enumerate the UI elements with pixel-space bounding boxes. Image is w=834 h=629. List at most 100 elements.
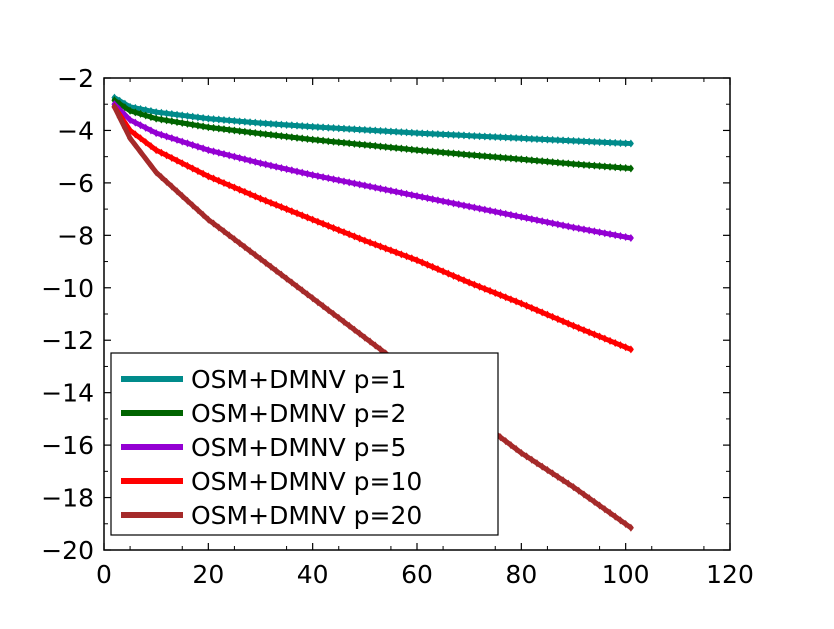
data-point [158, 115, 165, 124]
data-point [236, 127, 243, 136]
data-point [314, 217, 321, 226]
data-point [580, 160, 587, 169]
data-point [607, 230, 614, 239]
y-tick-label: −16 [41, 431, 94, 460]
data-point [252, 192, 259, 201]
data-point [513, 445, 520, 454]
series-2 [111, 96, 634, 173]
data-point [622, 164, 629, 173]
data-point [586, 494, 593, 503]
data-point [273, 200, 280, 209]
data-point [492, 133, 499, 141]
data-point [387, 246, 394, 255]
data-point [487, 286, 494, 295]
data-point [142, 111, 149, 120]
data-point [539, 157, 546, 166]
data-point [460, 150, 467, 159]
data-point [414, 129, 420, 138]
data-point [434, 147, 441, 156]
data-point [476, 151, 483, 160]
data-point [330, 310, 337, 318]
data-point [382, 244, 389, 253]
data-point [575, 224, 582, 233]
data-point [220, 125, 227, 134]
data-point [340, 138, 347, 147]
data-point [132, 108, 139, 117]
data-point [288, 133, 295, 142]
data-point [137, 121, 144, 130]
data-point [617, 139, 624, 148]
data-point [523, 452, 530, 461]
data-point [471, 151, 478, 160]
data-point [513, 134, 520, 143]
data-point [116, 113, 123, 122]
data-point [549, 135, 556, 144]
data-point [210, 115, 217, 124]
data-point [450, 271, 457, 280]
data-point [241, 187, 248, 196]
data-point [560, 221, 567, 230]
legend-label: OSM+DMNV p=5 [191, 433, 406, 462]
data-point [612, 138, 619, 147]
data-point [575, 486, 582, 495]
data-point [153, 146, 160, 155]
data-point [205, 123, 212, 132]
data-point [377, 242, 384, 251]
data-point [142, 154, 149, 163]
data-point [137, 134, 144, 143]
data-point [440, 130, 447, 139]
data-point [236, 117, 243, 126]
data-point [560, 159, 567, 168]
data-point [580, 137, 587, 146]
x-tick-label: 20 [192, 560, 224, 589]
data-point [424, 147, 431, 156]
data-point [533, 216, 540, 225]
data-point [226, 181, 233, 190]
data-point [481, 205, 488, 214]
data-point [283, 132, 290, 141]
data-point [325, 137, 332, 146]
data-point [205, 172, 212, 181]
data-point [174, 135, 181, 144]
data-point [356, 140, 363, 149]
data-point [596, 228, 603, 237]
data-point [294, 121, 301, 130]
data-point [497, 208, 504, 217]
data-point [361, 140, 368, 149]
data-point [367, 141, 374, 150]
y-tick-label: −2 [57, 64, 94, 93]
y-tick-label: −18 [41, 484, 94, 513]
data-point [121, 123, 128, 132]
series-layer [111, 93, 634, 532]
series-4 [111, 102, 634, 354]
data-point [153, 108, 160, 117]
data-point [231, 152, 238, 161]
data-point [497, 291, 504, 300]
data-point [267, 198, 274, 207]
data-point [184, 139, 191, 148]
data-point [455, 200, 462, 209]
data-point [518, 134, 525, 143]
data-point [184, 112, 191, 121]
data-point [262, 130, 269, 139]
data-point [617, 341, 624, 350]
data-point [554, 220, 561, 229]
data-point [372, 341, 379, 350]
data-point [533, 459, 540, 468]
data-point [460, 276, 467, 285]
data-point [257, 194, 264, 203]
data-point [257, 254, 264, 263]
data-point [226, 125, 233, 134]
data-point [450, 149, 457, 158]
data-point [502, 133, 509, 142]
data-point [513, 297, 520, 306]
data-point [393, 127, 400, 136]
data-point [189, 120, 196, 129]
data-point [466, 150, 473, 159]
data-point [565, 136, 572, 145]
data-point [236, 153, 243, 162]
data-point [346, 230, 353, 239]
data-point [283, 205, 290, 214]
data-point [361, 236, 368, 245]
data-point [575, 323, 582, 332]
